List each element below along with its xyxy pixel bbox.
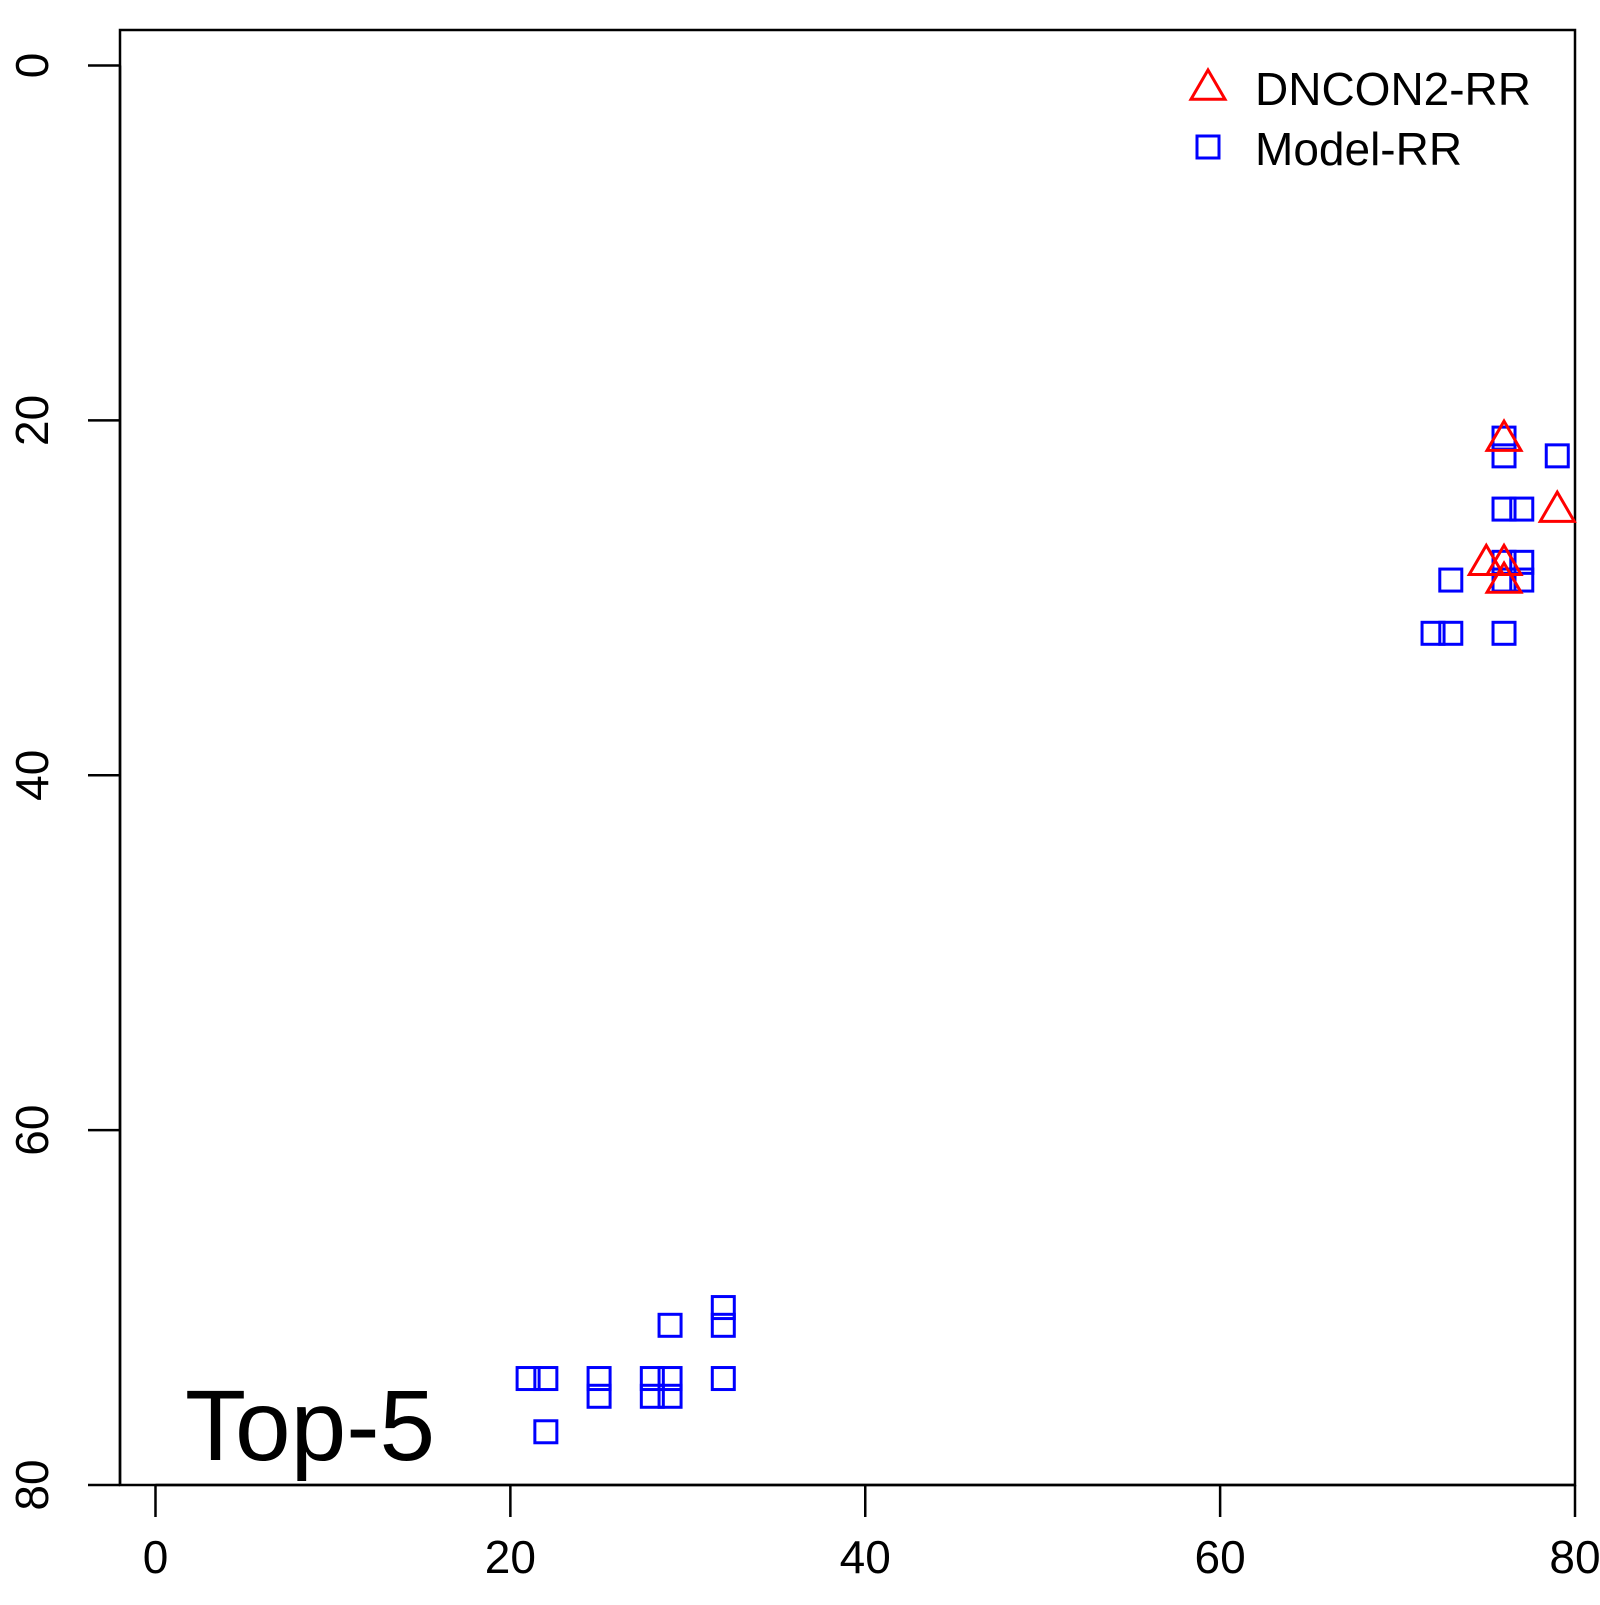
top-5-annotation: Top-5: [185, 1370, 435, 1482]
legend-triangle-icon: [1188, 67, 1228, 101]
triangle-point: [1484, 560, 1524, 594]
square-point: [657, 1366, 683, 1392]
square-point: [586, 1366, 612, 1392]
x-tick-label: 80: [1549, 1531, 1600, 1583]
square-point: [1491, 496, 1517, 522]
series-model-rr: [515, 425, 1570, 1445]
square-point: [710, 1295, 736, 1321]
triangle-point: [1537, 489, 1577, 523]
square-point: [533, 1366, 559, 1392]
legend: DNCON2-RR Model-RR: [1188, 63, 1531, 175]
y-tick-label: 0: [6, 53, 58, 79]
x-tick-label: 60: [1195, 1531, 1246, 1583]
legend-label: Model-RR: [1255, 123, 1462, 175]
square-point: [515, 1366, 541, 1392]
legend-label: DNCON2-RR: [1255, 63, 1531, 115]
square-point: [639, 1383, 665, 1409]
triangle-point: [1484, 418, 1524, 452]
y-tick-label: 80: [6, 1459, 58, 1510]
square-point: [533, 1419, 559, 1445]
square-point: [1420, 620, 1446, 646]
square-point: [1491, 443, 1517, 469]
square-point: [1491, 620, 1517, 646]
x-axis: 0 20 40 60 80: [143, 1483, 1600, 1583]
square-point: [586, 1383, 612, 1409]
triangle-point: [1484, 542, 1524, 577]
square-point: [1438, 567, 1464, 593]
square-point: [710, 1312, 736, 1338]
y-tick-label: 60: [6, 1105, 58, 1156]
square-point: [1544, 443, 1570, 469]
data-points: [515, 418, 1577, 1445]
x-tick-label: 20: [485, 1531, 536, 1583]
legend-square-icon: [1195, 134, 1221, 160]
series-dncon2-rr: [1466, 418, 1577, 594]
square-point: [657, 1383, 683, 1409]
square-point: [639, 1366, 665, 1392]
square-point: [1438, 620, 1464, 646]
x-tick-label: 40: [840, 1531, 891, 1583]
square-point: [1509, 496, 1535, 522]
y-axis: 0 20 40 60 80: [6, 53, 122, 1511]
plot-frame: [118, 28, 1577, 1487]
y-tick-label: 40: [6, 750, 58, 801]
y-tick-label: 20: [6, 395, 58, 446]
x-tick-label: 0: [143, 1531, 169, 1583]
square-point: [710, 1366, 736, 1392]
square-point: [657, 1312, 683, 1338]
